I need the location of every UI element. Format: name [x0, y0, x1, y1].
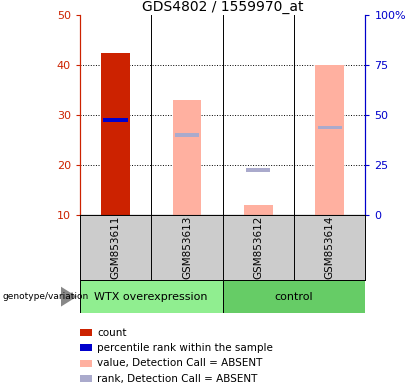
Bar — [318, 126, 342, 129]
Bar — [244, 205, 273, 215]
Bar — [173, 100, 201, 215]
Text: GSM853611: GSM853611 — [110, 216, 121, 280]
Bar — [315, 65, 344, 215]
Bar — [101, 53, 130, 215]
Text: count: count — [97, 328, 127, 338]
Polygon shape — [61, 286, 77, 306]
Text: value, Detection Call = ABSENT: value, Detection Call = ABSENT — [97, 358, 263, 368]
Text: GSM853614: GSM853614 — [325, 216, 335, 280]
Text: rank, Detection Call = ABSENT: rank, Detection Call = ABSENT — [97, 374, 258, 384]
Bar — [103, 118, 128, 122]
Bar — [246, 168, 270, 172]
Text: WTX overexpression: WTX overexpression — [94, 291, 208, 302]
Text: genotype/variation: genotype/variation — [2, 292, 88, 301]
Text: GSM853613: GSM853613 — [182, 216, 192, 280]
Bar — [175, 133, 199, 137]
Text: control: control — [275, 291, 313, 302]
Bar — [223, 280, 365, 313]
Text: percentile rank within the sample: percentile rank within the sample — [97, 343, 273, 353]
Text: GSM853612: GSM853612 — [253, 216, 263, 280]
Bar — [80, 280, 223, 313]
Title: GDS4802 / 1559970_at: GDS4802 / 1559970_at — [142, 0, 303, 14]
